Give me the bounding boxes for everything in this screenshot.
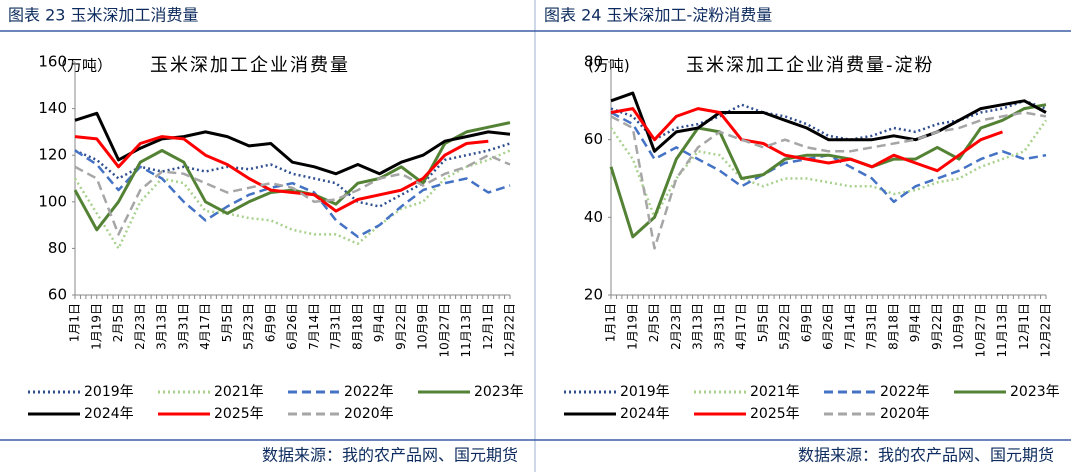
x-tick-label: 12月22日 bbox=[1039, 303, 1053, 358]
x-tick-label: 10月27日 bbox=[973, 303, 987, 358]
series-line bbox=[610, 107, 1004, 173]
series-line bbox=[74, 153, 511, 236]
legend-label: 2024年 bbox=[620, 406, 670, 422]
x-tick-label: 1月1日 bbox=[68, 303, 82, 342]
legend-label: 2023年 bbox=[474, 384, 524, 400]
source: 数据来源：我的农产品网、国元期货 bbox=[262, 446, 518, 465]
panel-title: 图表 24 玉米深加工-淀粉消费量 bbox=[544, 6, 772, 25]
x-tick-label: 1月1日 bbox=[604, 303, 618, 342]
x-tick-label: 10月27日 bbox=[437, 303, 451, 358]
x-tick-label: 10月9日 bbox=[952, 303, 966, 350]
x-tick-label: 6月9日 bbox=[799, 303, 813, 342]
x-tick-label: 3月13日 bbox=[691, 303, 705, 350]
x-tick-label: 11月13日 bbox=[459, 303, 473, 358]
x-tick-label: 12月1日 bbox=[481, 303, 495, 350]
x-tick-label: 9月22日 bbox=[394, 303, 408, 350]
series-line bbox=[73, 121, 511, 232]
x-tick-label: 12月1日 bbox=[1017, 303, 1031, 350]
x-tick-label: 8月18日 bbox=[350, 303, 364, 350]
x-tick-label: 11月13日 bbox=[995, 303, 1009, 358]
y-tick-label: 80 bbox=[584, 53, 603, 71]
legend-label: 2025年 bbox=[750, 406, 800, 422]
x-tick-label: 10月9日 bbox=[416, 303, 430, 350]
y-tick-label: 80 bbox=[48, 239, 67, 257]
legend-label: 2024年 bbox=[84, 406, 134, 422]
x-tick-label: 6月26日 bbox=[821, 303, 835, 350]
legend-label: 2021年 bbox=[214, 384, 264, 400]
y-tick-label: 60 bbox=[584, 130, 603, 148]
legend-label: 2019年 bbox=[84, 384, 134, 400]
x-tick-label: 5月5日 bbox=[220, 303, 234, 342]
y-tick-label: 60 bbox=[48, 286, 67, 304]
x-tick-label: 8月18日 bbox=[886, 303, 900, 350]
legend-label: 2020年 bbox=[880, 406, 930, 422]
source: 数据来源：我的农产品网、国元期货 bbox=[798, 446, 1054, 465]
y-tick-label: 100 bbox=[38, 192, 67, 210]
x-tick-label: 6月26日 bbox=[285, 303, 299, 350]
y-tick-label: 40 bbox=[584, 208, 603, 226]
x-tick-label: 9月22日 bbox=[930, 303, 944, 350]
panel-title: 图表 23 玉米深加工消费量 bbox=[8, 6, 199, 25]
x-tick-label: 4月17日 bbox=[734, 303, 748, 350]
legend-label: 2021年 bbox=[750, 384, 800, 400]
x-tick-label: 3月31日 bbox=[176, 303, 190, 350]
x-tick-label: 7月31日 bbox=[329, 303, 343, 350]
x-tick-label: 1月19日 bbox=[625, 303, 639, 350]
legend-label: 2020年 bbox=[344, 406, 394, 422]
x-tick-label: 3月31日 bbox=[712, 303, 726, 350]
x-tick-label: 5月23日 bbox=[242, 303, 256, 350]
series-line bbox=[610, 111, 1047, 250]
y-tick-label: 20 bbox=[584, 286, 603, 304]
series-line bbox=[74, 111, 511, 176]
legend-label: 2025年 bbox=[214, 406, 264, 422]
x-tick-label: 7月14日 bbox=[843, 303, 857, 350]
series-line bbox=[74, 149, 511, 239]
x-tick-label: 7月31日 bbox=[865, 303, 879, 350]
series-line bbox=[610, 91, 1047, 153]
chart-subtitle: 玉米深加工企业消费量-淀粉 bbox=[686, 55, 935, 76]
legend-label: 2019年 bbox=[620, 384, 670, 400]
x-tick-label: 6月9日 bbox=[263, 303, 277, 342]
x-tick-label: 5月22日 bbox=[778, 303, 792, 350]
x-tick-label: 2月23日 bbox=[669, 303, 683, 350]
x-tick-label: 3月13日 bbox=[155, 303, 169, 350]
x-tick-label: 2月5日 bbox=[111, 303, 125, 342]
chart-subtitle: 玉米深加工企业消费量 bbox=[150, 55, 350, 76]
x-tick-label: 7月14日 bbox=[307, 303, 321, 350]
unit-label: （万吨） bbox=[52, 57, 112, 75]
y-tick-label: 120 bbox=[38, 146, 67, 164]
x-tick-label: 2月5日 bbox=[647, 303, 661, 342]
legend-label: 2023年 bbox=[1010, 384, 1060, 400]
x-tick-label: 1月19日 bbox=[89, 303, 103, 350]
series-line bbox=[74, 135, 489, 213]
y-tick-label: 140 bbox=[38, 99, 67, 117]
x-tick-label: 9月4日 bbox=[908, 303, 922, 342]
x-tick-label: 4月17日 bbox=[198, 303, 212, 350]
legend-label: 2022年 bbox=[880, 384, 930, 400]
legend-label: 2022年 bbox=[344, 384, 394, 400]
series-line bbox=[609, 103, 1047, 239]
x-tick-label: 12月22日 bbox=[503, 303, 517, 358]
x-tick-label: 5月5日 bbox=[756, 303, 770, 342]
x-tick-label: 9月4日 bbox=[372, 303, 386, 342]
x-tick-label: 2月23日 bbox=[133, 303, 147, 350]
series-line bbox=[609, 119, 1048, 219]
y-tick-label: 160 bbox=[38, 53, 67, 71]
unit-label: (万吨) bbox=[588, 57, 630, 75]
